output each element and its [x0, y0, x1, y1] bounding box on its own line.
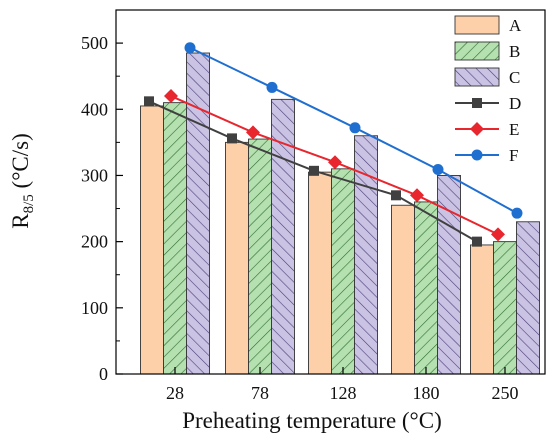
bar-B-128: [331, 168, 355, 375]
legend-swatch-B: [454, 41, 500, 61]
bar-B-28: [163, 102, 187, 375]
bar-C-28: [186, 52, 210, 375]
x-tick-label-128: 128: [330, 383, 357, 403]
marker-D-78: [227, 133, 237, 144]
marker-F-28: [184, 42, 196, 54]
marker-D-180: [391, 190, 401, 201]
marker-E-250: [491, 227, 505, 242]
legend-marker-E: [470, 122, 484, 136]
marker-E-28: [164, 89, 178, 104]
y-tick-label-200: 200: [81, 232, 108, 252]
y-axis-title-main: R: [8, 213, 33, 229]
legend-label-A: A: [509, 16, 522, 35]
bar-A-180: [391, 204, 415, 375]
legend-label-E: E: [509, 120, 519, 139]
y-axis-title-subscript: 8/5: [21, 194, 37, 213]
marker-D-128: [309, 165, 319, 176]
x-tick-label-250: 250: [492, 383, 519, 403]
plot-area-frame: [115, 9, 546, 375]
marker-E-78: [246, 125, 260, 140]
marker-F-128: [349, 122, 361, 134]
x-axis: 28 78 128 180 250: [166, 367, 519, 403]
legend-marker-F: [471, 149, 483, 161]
y-axis-title: R8/5 (°C/s): [8, 133, 37, 228]
bar-B-180: [414, 201, 438, 375]
bar-B-250: [493, 241, 517, 375]
legend-swatch-C: [454, 67, 500, 87]
legend-label-D: D: [509, 94, 521, 113]
y-tick-label-300: 300: [81, 165, 108, 185]
marker-D-28: [144, 96, 154, 107]
y-tick-label-400: 400: [81, 99, 108, 119]
y-tick-label-0: 0: [99, 364, 108, 384]
x-tick-label-28: 28: [166, 383, 184, 403]
x-tick-label-78: 78: [251, 383, 269, 403]
legend-label-B: B: [509, 42, 520, 61]
y-axis-title-unit: (°C/s): [8, 133, 33, 194]
x-axis-title: Preheating temperature (°C): [182, 408, 442, 433]
legend-label-C: C: [509, 68, 520, 87]
bar-A-78: [225, 141, 249, 375]
bar-C-250: [516, 221, 540, 375]
bar-B-78: [248, 138, 272, 375]
legend-swatch-A: [454, 15, 500, 35]
bar-C-180: [437, 175, 461, 375]
bar-A-128: [308, 171, 332, 375]
y-tick-label-500: 500: [81, 33, 108, 53]
marker-E-180: [410, 188, 424, 203]
y-tick-label-100: 100: [81, 298, 108, 318]
marker-F-250: [511, 207, 523, 219]
legend-label-F: F: [509, 146, 518, 165]
marker-D-250: [472, 236, 482, 247]
bar-A-28: [140, 105, 164, 375]
bars-layer: [140, 52, 540, 375]
lines-layer: [144, 42, 523, 247]
x-tick-label-180: 180: [413, 383, 440, 403]
legend-marker-D: [472, 98, 482, 108]
marker-E-128: [328, 155, 342, 170]
marker-F-180: [432, 163, 444, 175]
bar-A-250: [470, 244, 494, 375]
y-axis: 0 100 200 300 400 500: [81, 33, 123, 384]
marker-F-78: [266, 81, 278, 93]
